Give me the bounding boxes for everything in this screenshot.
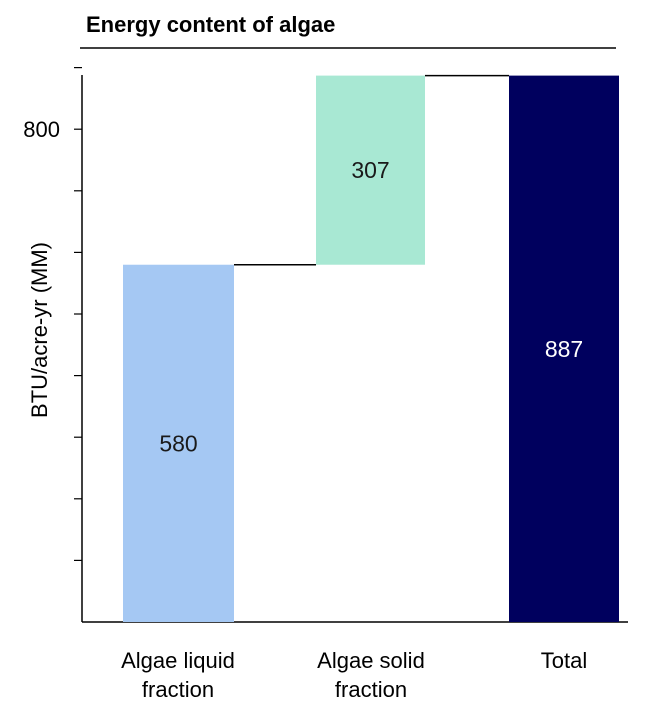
category-label-1: Algae solid fraction (317, 648, 425, 702)
y-tick-label-800: 800 (23, 117, 60, 142)
plot-area: 800 580 307 887 Algae liquid fraction Algae so… (23, 66, 628, 702)
category-label-0: Algae liquid fraction (121, 648, 235, 702)
bar-0 (123, 264, 234, 622)
value-label-1: 307 (351, 157, 389, 183)
value-label-2: 887 (545, 336, 583, 362)
bar-1 (316, 75, 425, 265)
chart-title: Energy content of algae (86, 12, 335, 37)
y-axis-label: BTU/acre-yr (MM) (27, 242, 52, 418)
category-label-2: Total (541, 648, 587, 673)
value-label-0: 580 (159, 430, 197, 456)
bar-2 (509, 75, 619, 622)
